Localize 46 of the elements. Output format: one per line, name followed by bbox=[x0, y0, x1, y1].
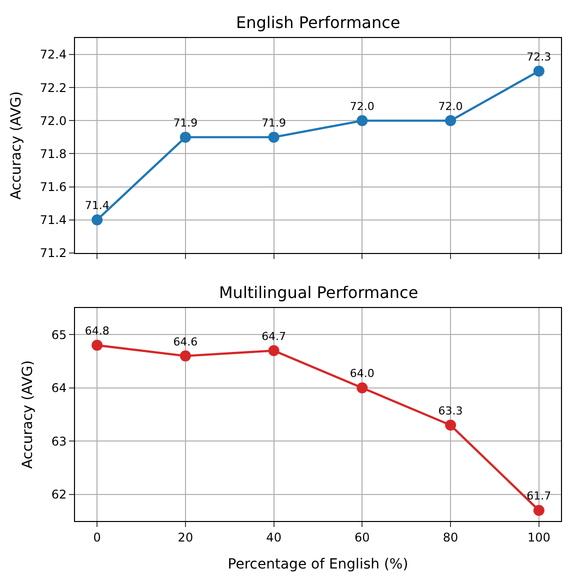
data-label: 63.3 bbox=[438, 404, 463, 418]
x-tick-label: 100 bbox=[527, 530, 550, 544]
data-label: 72.3 bbox=[526, 50, 552, 64]
y-tick-label: 65 bbox=[51, 328, 67, 342]
point bbox=[445, 420, 456, 431]
point bbox=[268, 132, 280, 143]
chart-title: Multilingual Performance bbox=[219, 283, 418, 302]
x-tick-label: 60 bbox=[354, 530, 370, 544]
y-tick-label: 72.2 bbox=[40, 80, 67, 95]
y-tick-label: 72.0 bbox=[40, 114, 67, 128]
data-label: 71.9 bbox=[173, 116, 198, 130]
y-tick-label: 62 bbox=[51, 488, 67, 502]
point bbox=[356, 115, 368, 126]
point bbox=[92, 340, 103, 351]
point bbox=[445, 115, 456, 126]
y-axis-title: Accuracy (AVG) bbox=[20, 360, 36, 469]
y-tick-label: 72.4 bbox=[40, 48, 67, 62]
point bbox=[533, 504, 544, 516]
y-tick-label: 71.8 bbox=[40, 146, 67, 161]
y-tick-label: 63 bbox=[51, 434, 67, 448]
point bbox=[180, 132, 191, 143]
x-axis-title: Percentage of English (%) bbox=[228, 556, 408, 573]
point bbox=[533, 66, 544, 77]
y-tick-label: 71.2 bbox=[40, 246, 67, 260]
point bbox=[180, 350, 191, 362]
y-axis-title: Accuracy (AVG) bbox=[8, 91, 24, 200]
y-tick-label: 64 bbox=[51, 381, 67, 396]
y-tick-label: 71.4 bbox=[40, 213, 67, 228]
data-label: 71.4 bbox=[84, 199, 110, 212]
chart-title: English Performance bbox=[236, 13, 400, 32]
data-label: 64.8 bbox=[84, 324, 110, 338]
data-label: 64.0 bbox=[350, 367, 374, 380]
x-tick-label: 40 bbox=[266, 530, 282, 544]
data-label: 64.6 bbox=[173, 335, 198, 348]
point bbox=[356, 382, 368, 394]
y-tick-label: 71.6 bbox=[40, 180, 67, 194]
data-label: 64.7 bbox=[262, 330, 286, 343]
data-label: 72.0 bbox=[438, 100, 463, 114]
data-label: 72.0 bbox=[350, 100, 374, 114]
point bbox=[268, 345, 280, 356]
x-tick-label: 0 bbox=[93, 530, 101, 544]
x-tick-label: 80 bbox=[442, 530, 458, 544]
data-label: 71.9 bbox=[262, 116, 286, 130]
data-label: 61.7 bbox=[526, 490, 552, 503]
point bbox=[92, 214, 103, 226]
x-tick-label: 20 bbox=[178, 530, 194, 544]
